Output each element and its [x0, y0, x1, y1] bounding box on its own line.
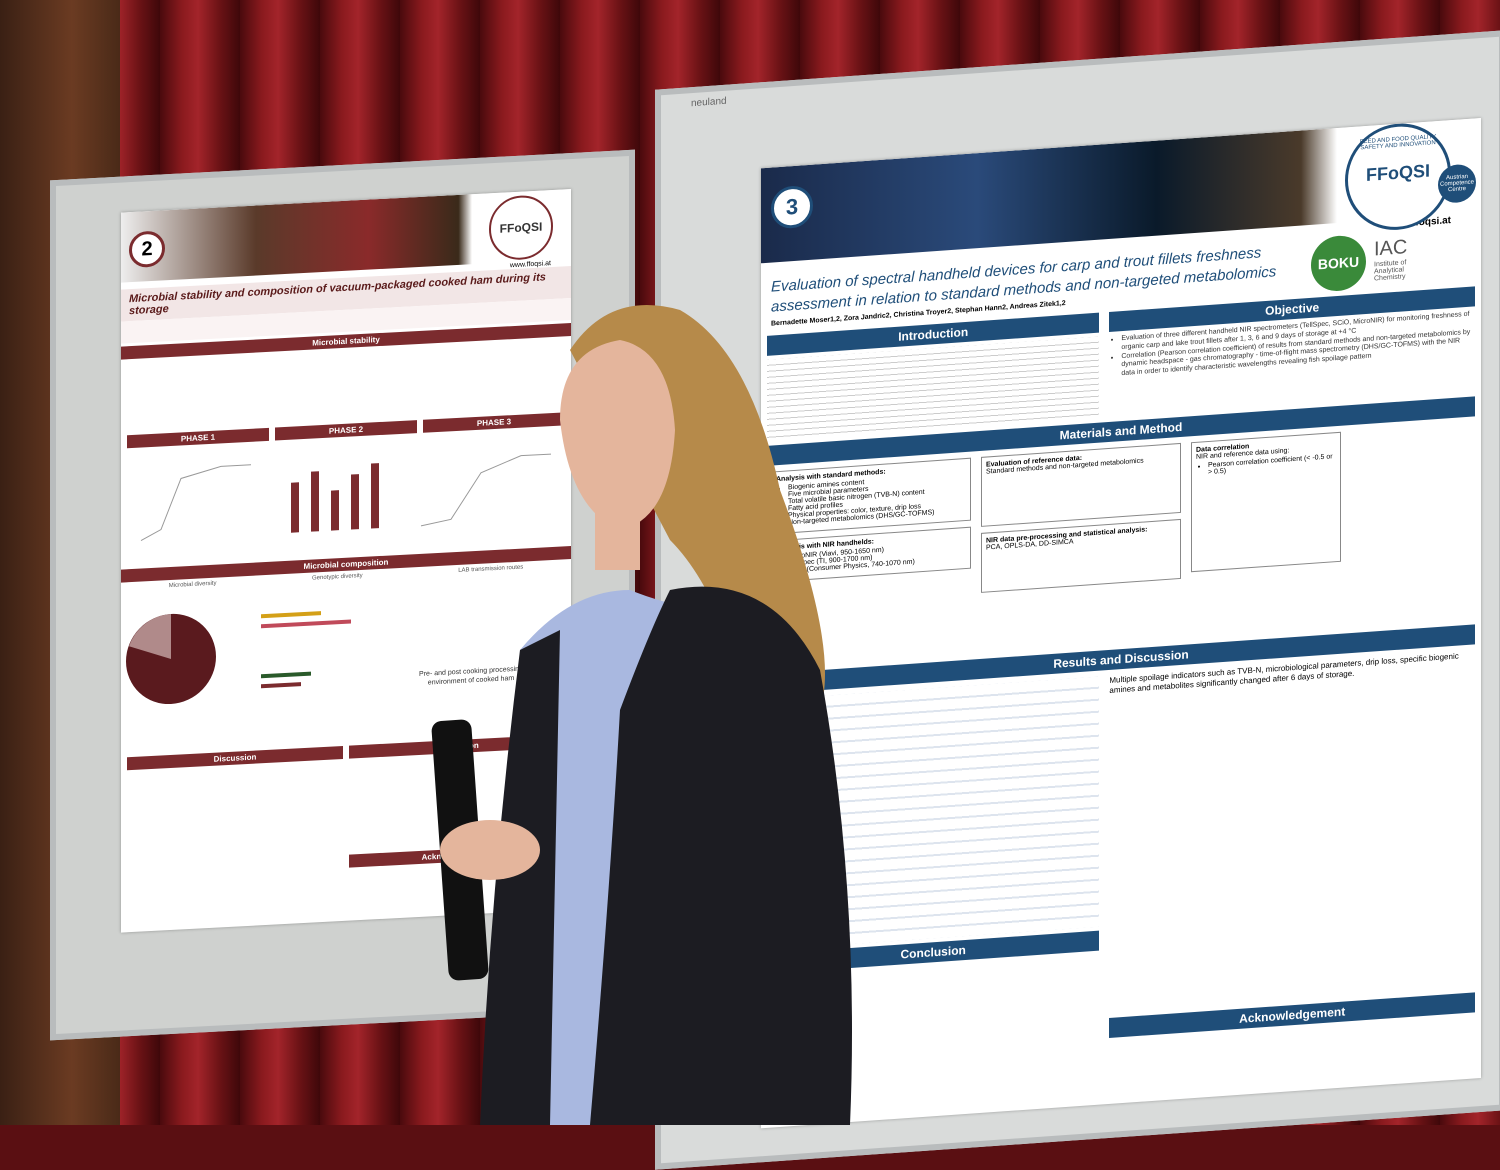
presenter	[431, 305, 852, 1125]
partner-logo: BOKU	[1311, 233, 1366, 293]
results-text: Multiple spoilage indicators such as TVB…	[1109, 651, 1459, 696]
left-poster: 2 FFoQSI www.ffoqsi.at Microbial stabili…	[121, 189, 571, 933]
institute: Institute of Analytical Chemistry	[1374, 259, 1407, 283]
phase-charts	[140, 453, 551, 541]
area-badge: 2	[129, 230, 165, 269]
composition-figures	[126, 611, 351, 705]
section-header: Acknowledgement	[1109, 992, 1475, 1038]
logo-text: FFoQSI	[1366, 160, 1430, 186]
board-brand: neuland	[691, 95, 727, 110]
competence-badge: Austrian Competence Centre	[1438, 163, 1476, 204]
photo: 2 FFoQSI www.ffoqsi.at Microbial stabili…	[0, 0, 1500, 1125]
left-board: 2 FFoQSI www.ffoqsi.at Microbial stabili…	[50, 149, 635, 1041]
logo: FFoQSI	[489, 193, 553, 262]
area-badge: 3	[771, 184, 813, 230]
logo-ring: FEED AND FOOD QUALITY SAFETY AND INNOVAT…	[1359, 134, 1437, 152]
